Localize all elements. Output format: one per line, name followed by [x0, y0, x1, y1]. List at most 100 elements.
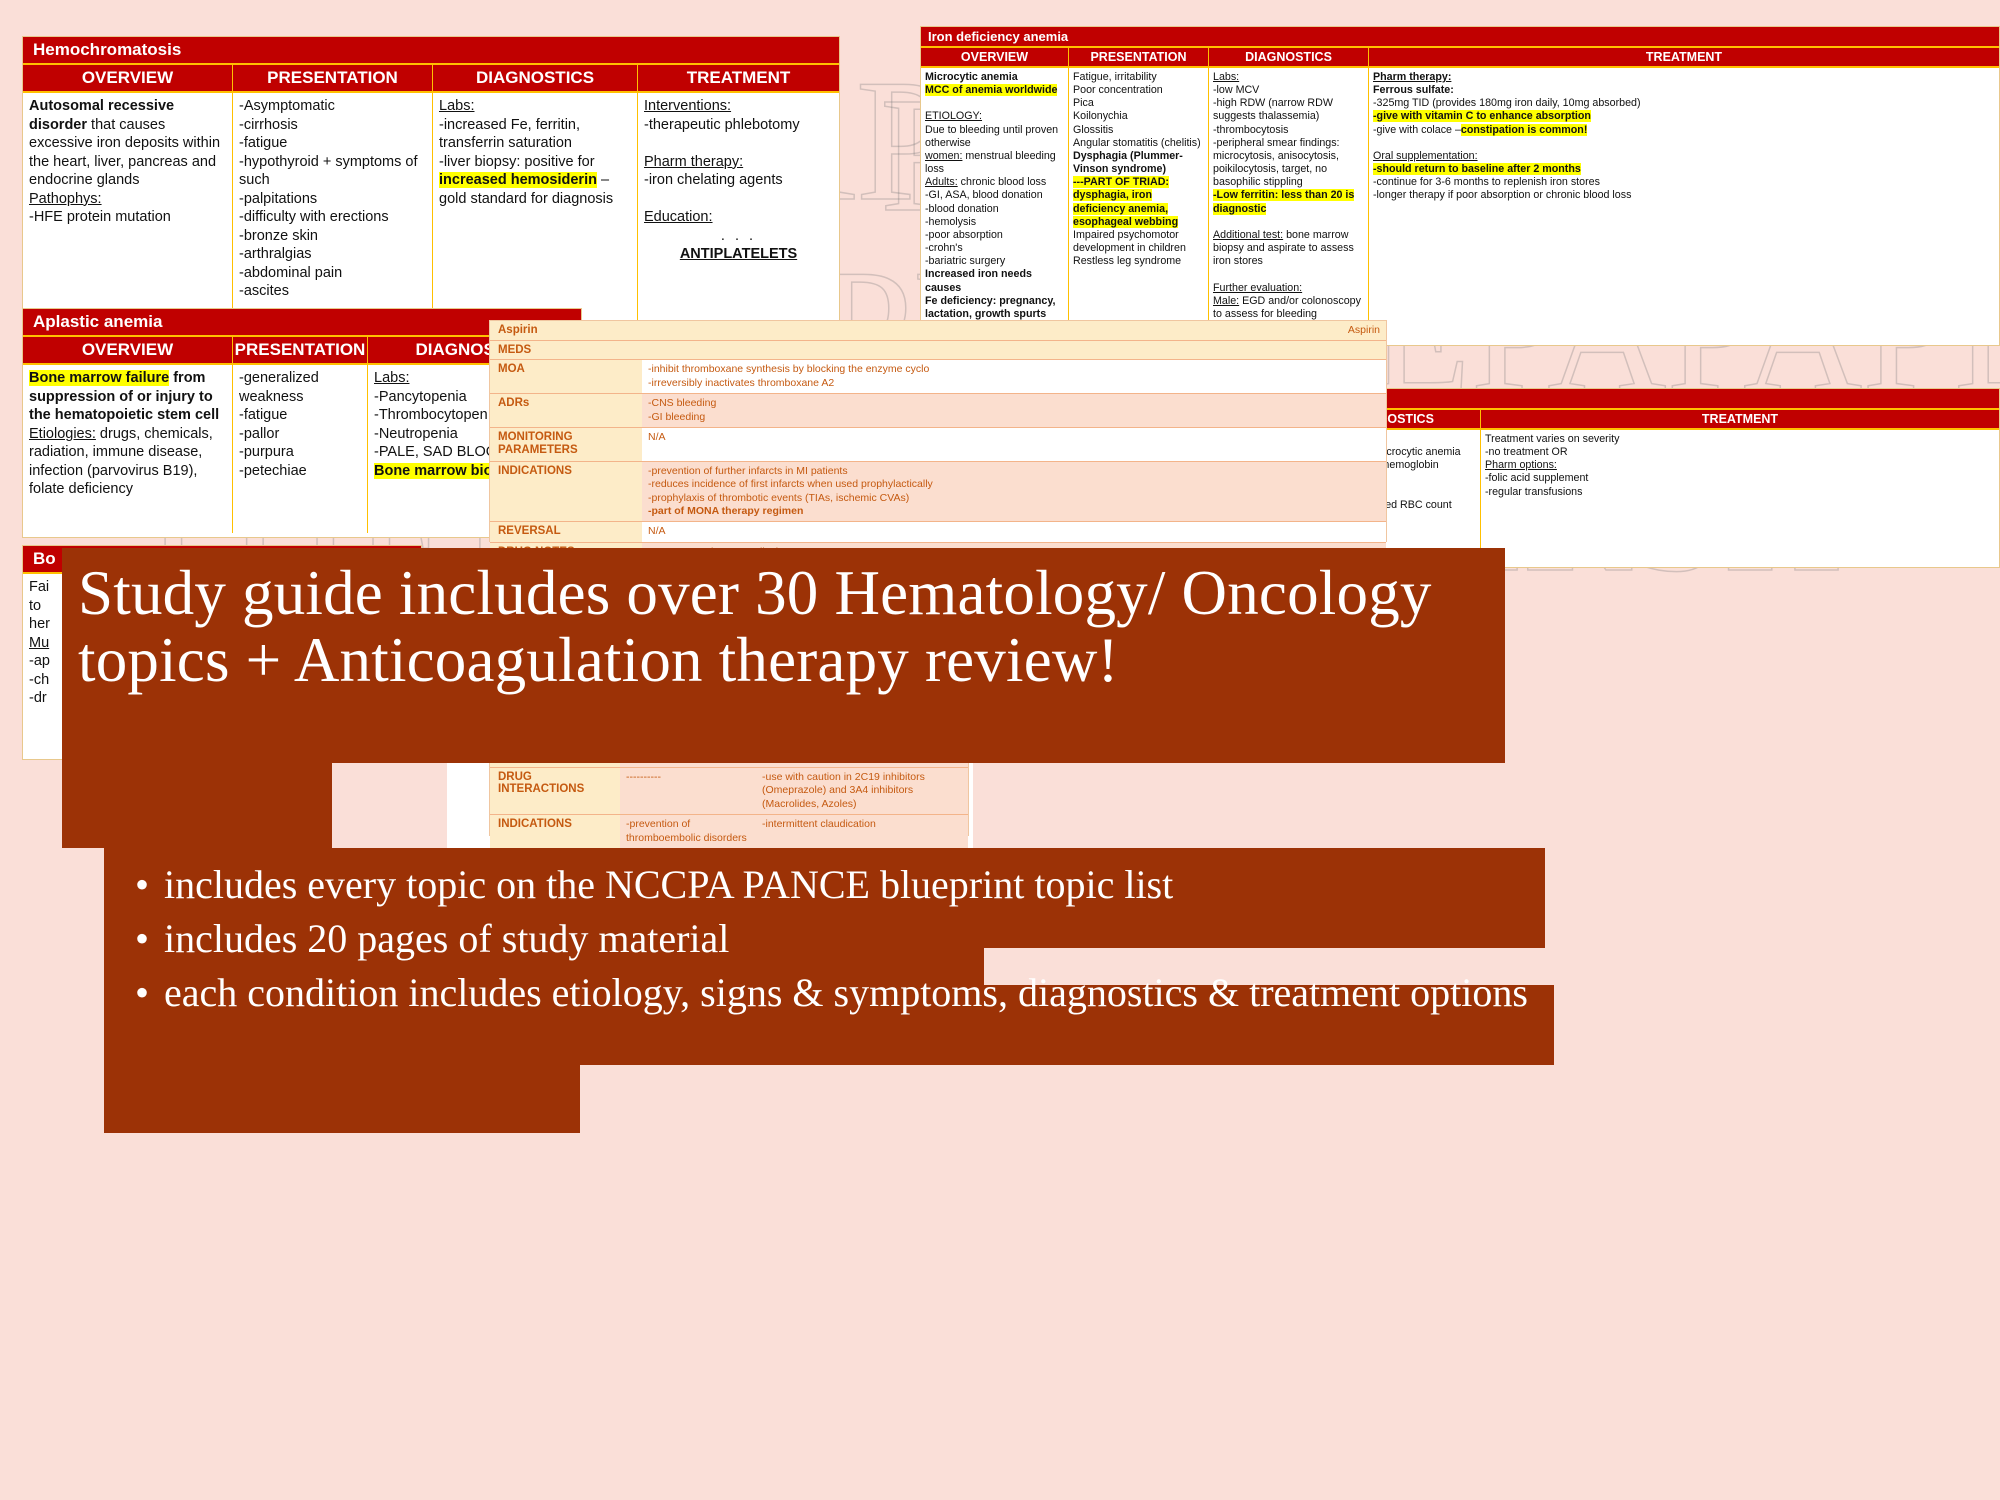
row-label-monitoring: MONITORING PARAMETERS: [490, 428, 642, 461]
pharm-options-label: Pharm options:: [1485, 459, 1557, 472]
cell-presentation: -Asymptomatic -cirrhosis -fatigue -hypot…: [233, 93, 433, 321]
list-item: -cirrhosis: [239, 116, 298, 133]
list-item: -blood donation: [925, 202, 999, 215]
increased-need-text: Fe deficiency: pregnancy, lactation, gro…: [925, 294, 1056, 320]
list-item: Impaired psychomotor development in chil…: [1073, 228, 1186, 255]
row-value-adrs: -CNS bleeding -GI bleeding: [642, 394, 1386, 428]
card-hemochromatosis: Hemochromatosis OVERVIEW PRESENTATION DI…: [22, 36, 840, 326]
drug-name: Aspirin: [490, 321, 642, 341]
row-label-meds: MEDS: [490, 341, 642, 360]
drug-row-moa: MOA -inhibit thromboxane synthesis by bl…: [490, 360, 1386, 395]
overview-rest: from suppression of or injury to the hem…: [29, 370, 220, 424]
drug-table-aspirin: Aspirin Aspirin MEDS MOA -inhibit thromb…: [489, 320, 1387, 616]
cell-treatment: Interventions: -therapeutic phlebotomy P…: [638, 93, 839, 321]
list-item: -difficulty with erections: [239, 209, 389, 226]
women-label: women:: [925, 149, 963, 162]
list-item: -dr: [29, 690, 47, 707]
list-item: -fatigue: [239, 407, 288, 424]
col-presentation: PRESENTATION: [1069, 48, 1209, 66]
highlighted-term: constipation is common!: [1460, 123, 1588, 136]
highlighted-term: -give with vitamin C to enhance absorpti…: [1373, 110, 1591, 123]
list-item: • each condition includes etiology, signs…: [120, 966, 1540, 1020]
cell-overview: Autosomal recessive disorder that causes…: [23, 93, 233, 321]
row-label-drug-interactions: DRUG INTERACTIONS: [490, 768, 620, 815]
pathophys-text: -HFE protein mutation: [29, 209, 171, 226]
card-body: Fai to her Mu -ap -ch -dr: [23, 574, 421, 744]
card-title: Hemochromatosis: [23, 37, 839, 65]
pharm-label: Pharm therapy:: [1373, 71, 1452, 83]
column-headers: OVERVIEW PRESENTATION DIAGNOSTICS TREATM…: [921, 48, 1999, 68]
col-diagnostics: DIAGNOSTICS: [1209, 48, 1369, 66]
drug-row-meds: MEDS: [490, 341, 1386, 361]
labs-label: Labs:: [1213, 71, 1240, 83]
row-value-moa: -inhibit thromboxane synthesis by blocki…: [642, 360, 1386, 394]
card-title: Iron deficiency anemia: [921, 27, 1999, 48]
adults-label: Adults:: [925, 176, 958, 189]
cell-diagnostics: Labs: -Pancytopenia -Thrombocytopen -Neu…: [368, 365, 581, 533]
list-item: Fatigue, irritability: [1073, 71, 1157, 83]
col-diagnostics: DIAGNOSTICS: [433, 65, 638, 91]
bullet-dot-icon: •: [134, 916, 149, 961]
highlighted-term: increased hemosiderin: [439, 172, 597, 189]
highlighted-term: Bone marrow bio: [374, 462, 493, 479]
pde-row-indications: INDICATIONS -prevention of thromboemboli…: [490, 815, 968, 849]
list-item: -Thrombocytopen: [374, 407, 488, 424]
increased-need-label: Increased iron needs causes: [925, 268, 1032, 294]
row-value-monitoring: N/A: [642, 428, 1386, 461]
col-overview: OVERVIEW: [23, 337, 233, 363]
male-label: Male:: [1213, 294, 1240, 307]
list-item: Fai: [29, 579, 50, 595]
row-label-moa: MOA: [490, 360, 642, 394]
list-item: -continue for 3-6 months to replenish ir…: [1373, 176, 1600, 189]
highlighted-term: -should return to baseline after 2 month…: [1373, 163, 1581, 176]
drug-row-name: Aspirin Aspirin: [490, 321, 1386, 342]
list-item: -longer therapy if poor absorption or ch…: [1373, 189, 1632, 202]
list-item: Glossitis: [1073, 123, 1114, 136]
cell-presentation: Fatigue, irritability Poor concentration…: [1069, 68, 1209, 330]
col-presentation: PRESENTATION: [233, 65, 433, 91]
drug-row-adrs: ADRs -CNS bleeding -GI bleeding: [490, 394, 1386, 429]
cell-diagnostics: Labs: -low MCV -high RDW (narrow RDW sug…: [1209, 68, 1369, 372]
oral-supp-label: Oral supplementation:: [1373, 149, 1478, 162]
row-value-left-interactions: ----------: [620, 768, 756, 815]
list-item: -arthralgias: [239, 246, 312, 263]
card-title: Aplastic anemia: [23, 309, 581, 337]
pharm-label: Pharm therapy:: [644, 153, 744, 170]
cell-treatment: Treatment varies on severity -no treatme…: [1481, 430, 1999, 552]
row-value-right-indications: -intermittent claudication: [756, 815, 968, 849]
list-item: -poor absorption: [925, 228, 1003, 241]
list-item: -generalized weakness: [239, 370, 319, 405]
headline-banner: [62, 548, 1505, 763]
plummer-vinson: Dysphagia (Plummer-Vinson syndrome): [1073, 149, 1183, 176]
list-item: -purpura: [239, 444, 294, 461]
list-item: -high RDW (narrow RDW suggests thalassem…: [1213, 97, 1333, 123]
further-eval-label: Further evaluation:: [1213, 281, 1303, 294]
list-item: Angular stomatitis (chelitis): [1073, 136, 1201, 149]
education-text: . . .: [720, 227, 757, 244]
overview-rest: that causes excessive iron deposits with…: [29, 116, 221, 189]
bullet-dot-icon: •: [134, 862, 149, 907]
row-label-adrs: ADRs: [490, 394, 642, 428]
drug-row-indications: INDICATIONS -prevention of further infar…: [490, 461, 1386, 523]
bullet-dot-icon: •: [134, 970, 149, 1015]
ferrous-label: Ferrous sulfate:: [1373, 84, 1454, 97]
row-value-meds: [642, 341, 1386, 359]
cell-overview: Fai to her Mu -ap -ch -dr: [23, 574, 93, 744]
ferrous-text: -325mg TID (provides 180mg iron daily, 1…: [1373, 97, 1641, 110]
adults-text: chronic blood loss: [957, 176, 1047, 189]
list-item: -Pancytopenia: [374, 388, 467, 405]
bullet-text: each condition includes etiology, signs …: [164, 970, 1528, 1015]
list-item: -bariatric surgery: [925, 255, 1006, 268]
row-value-reversal: N/A: [642, 522, 1386, 542]
interventions-text: -therapeutic phlebotomy: [644, 116, 800, 133]
cell-overview: Bone marrow failure from suppression of …: [23, 365, 233, 533]
list-item: -ap: [29, 653, 50, 670]
row-value-indications: -prevention of further infarcts in MI pa…: [642, 461, 1386, 522]
list-item: -thrombocytosis: [1213, 123, 1289, 136]
diag-tail: – gold standard for diagnosis: [439, 172, 614, 207]
pharm-text: -iron chelating agents: [644, 172, 783, 189]
col-overview: OVERVIEW: [23, 65, 233, 91]
card-iron-deficiency-anemia: Iron deficiency anemia OVERVIEW PRESENTA…: [920, 26, 2000, 372]
drug-row-reversal: REVERSAL N/A: [490, 522, 1386, 543]
